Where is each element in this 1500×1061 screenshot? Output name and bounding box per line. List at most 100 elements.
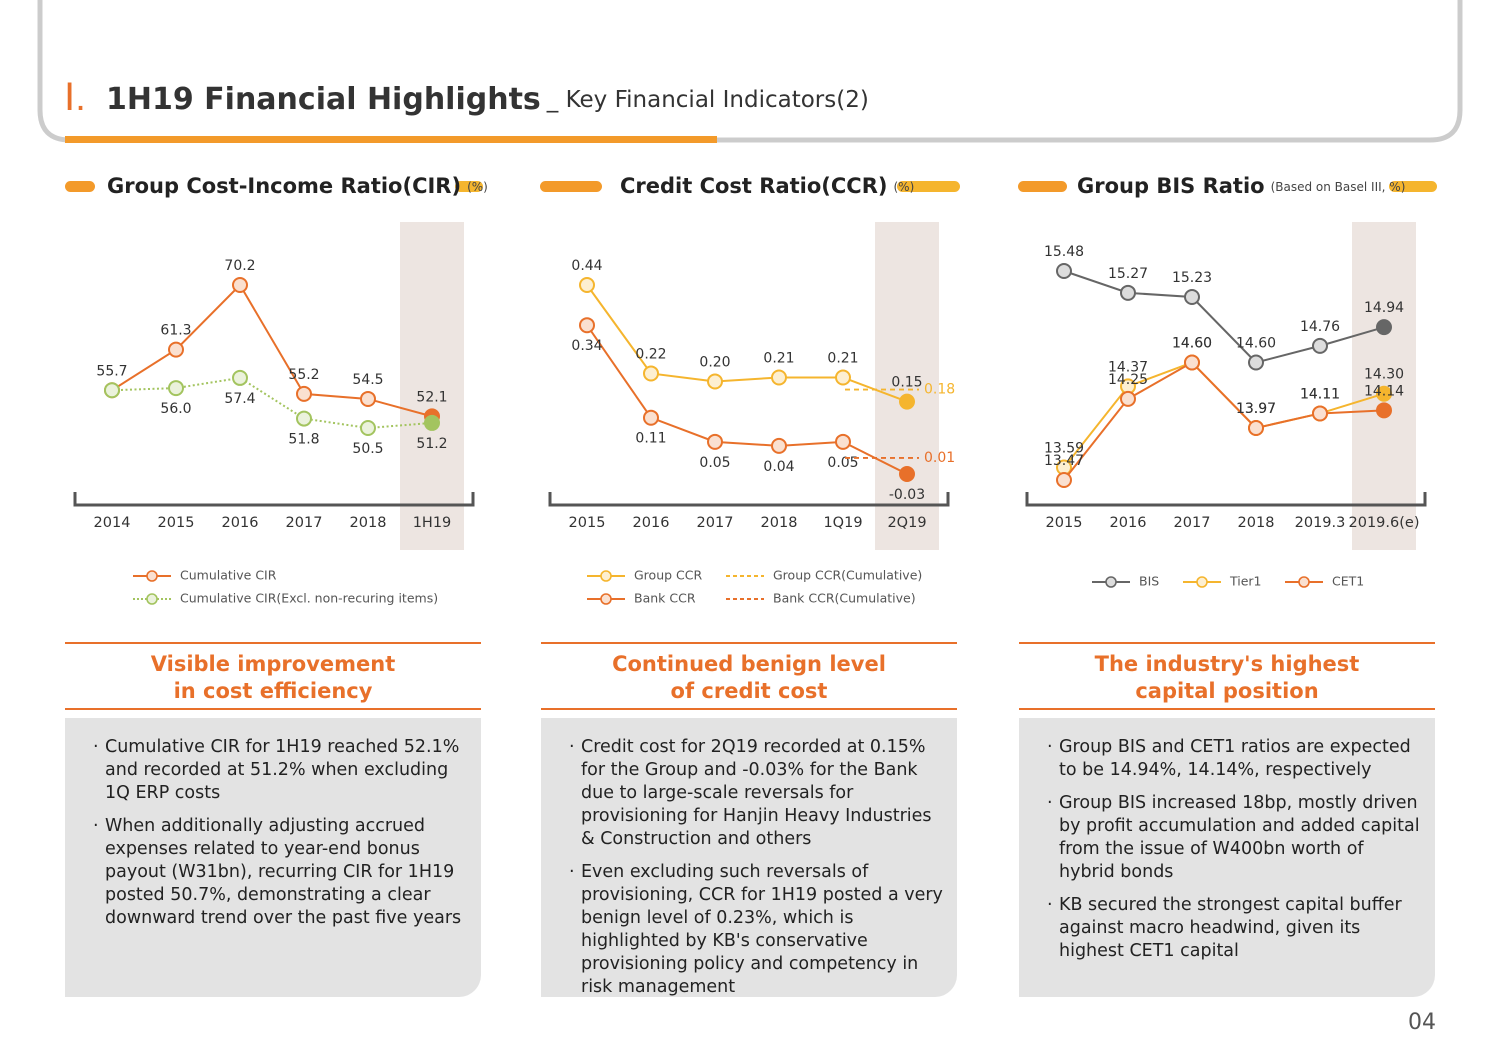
header-accent <box>65 136 717 143</box>
legend-label: Cumulative CIR(Excl. non-recuring items) <box>180 591 438 606</box>
x-tick-label: 2017 <box>697 515 734 531</box>
x-tick-label: 2019.6(e) <box>1349 515 1420 531</box>
section-number: Ⅰ. <box>64 77 86 119</box>
x-tick-label: 2014 <box>94 515 131 531</box>
bullet: Cumulative CIR for 1H19 reached 52.1% an… <box>93 736 467 805</box>
data-point <box>771 437 787 454</box>
data-point <box>643 365 659 382</box>
data-label: 0.21 <box>827 350 858 366</box>
headline-line: in cost efficiency <box>173 679 373 703</box>
data-point <box>707 373 723 390</box>
data-label: 55.2 <box>288 367 319 383</box>
axis-bracket <box>548 492 950 507</box>
bullet: Group BIS increased 18bp, mostly driven … <box>1047 792 1421 884</box>
x-tick-label: 2015 <box>569 515 606 531</box>
data-label: 55.7 <box>96 363 127 379</box>
headline: Visible improvement in cost efficiency <box>65 642 481 710</box>
bullet-box: Cumulative CIR for 1H19 reached 52.1% an… <box>65 718 481 997</box>
data-label: 61.3 <box>160 323 191 339</box>
x-tick-label: 1Q19 <box>823 515 862 531</box>
header-title: 1H19 Financial Highlights _ Key Financial… <box>106 82 869 117</box>
data-point <box>1120 390 1136 407</box>
data-point <box>1120 284 1136 301</box>
data-label: 14.30 <box>1364 367 1404 383</box>
series-line <box>111 376 433 430</box>
chart-unit: (Based on Basel III, %) <box>1271 180 1406 194</box>
data-point <box>168 380 184 397</box>
data-label: 14.60 <box>1236 336 1276 352</box>
x-tick-label: 2015 <box>158 515 195 531</box>
data-label: 14.25 <box>1108 372 1148 388</box>
x-tick-label: 2016 <box>222 515 259 531</box>
data-label: 0.15 <box>891 375 922 391</box>
bullet: Credit cost for 2Q19 recorded at 0.15% f… <box>569 736 943 851</box>
data-point <box>1184 288 1200 305</box>
x-tick-label: 2018 <box>1238 515 1275 531</box>
data-label: 51.8 <box>288 432 319 448</box>
data-point <box>232 369 248 386</box>
highlight-band <box>400 222 464 550</box>
data-point <box>643 409 659 426</box>
legend-label: Bank CCR(Cumulative) <box>773 591 916 606</box>
data-point <box>899 466 915 482</box>
x-tick-label: 2018 <box>350 515 387 531</box>
data-point <box>835 369 851 386</box>
bullet-box: Group BIS and CET1 ratios are expected t… <box>1019 718 1435 997</box>
highlight-band <box>875 222 939 550</box>
data-point <box>104 382 120 399</box>
data-label: 15.27 <box>1108 266 1148 282</box>
legend-label: Cumulative CIR <box>180 568 277 583</box>
title-pill <box>897 181 960 192</box>
legend-label: Tier1 <box>1229 574 1262 589</box>
data-label: 0.20 <box>699 355 730 371</box>
data-point <box>296 385 312 402</box>
series-line <box>1063 270 1385 364</box>
data-point <box>1376 319 1392 336</box>
data-point <box>232 277 248 293</box>
chart: Group BIS Ratio (Based on Basel III, %) 20… <box>1018 174 1437 589</box>
legend-marker <box>1105 576 1117 588</box>
data-point <box>1376 385 1392 402</box>
data-label: 14.11 <box>1300 386 1340 402</box>
headline: The industry's highest capital position <box>1019 642 1435 710</box>
headline: Continued benign level of credit cost <box>541 642 957 710</box>
headline-line: capital position <box>1135 679 1319 703</box>
x-tick-label: 2015 <box>1046 515 1083 531</box>
legend-marker <box>146 593 158 605</box>
data-label: 13.59 <box>1044 441 1084 457</box>
x-tick-label: 2019.3 <box>1295 515 1346 531</box>
header-frame <box>37 0 1463 143</box>
headline-line: of credit cost <box>670 679 828 703</box>
series-line <box>586 324 908 475</box>
data-label: 14.76 <box>1300 319 1340 335</box>
data-label: 0.18 <box>924 382 955 398</box>
legend-marker <box>146 570 158 582</box>
x-tick-label: 2Q19 <box>887 515 926 531</box>
series-line <box>1063 361 1385 481</box>
chart-title: Group BIS Ratio (Based on Basel III, %) <box>1077 174 1405 198</box>
data-label: 13.97 <box>1236 401 1276 417</box>
chart: Group Cost-Income Ratio(CIR) (%) 2014 2015 2… <box>65 174 488 606</box>
data-point <box>360 390 376 407</box>
data-label: 14.94 <box>1364 300 1404 316</box>
chart: Credit Cost Ratio(CCR) (%) 2015 2016 2017 201… <box>540 174 960 606</box>
x-tick-label: 2018 <box>761 515 798 531</box>
axis-bracket <box>73 492 475 507</box>
chart-title-text: Credit Cost Ratio(CCR) <box>620 174 887 198</box>
headline-line: Visible improvement <box>150 652 396 676</box>
chart-title: Group Cost-Income Ratio(CIR) (%) <box>107 174 488 198</box>
data-label: 0.21 <box>763 350 794 366</box>
title-pill <box>1018 181 1067 192</box>
legend-marker <box>600 570 612 582</box>
title: 1H19 Financial Highlights <box>106 82 541 117</box>
chart-title-text: Group BIS Ratio <box>1077 174 1265 198</box>
data-point <box>899 393 915 410</box>
series-line <box>586 284 908 403</box>
data-point <box>771 369 787 386</box>
data-label: 14.60 <box>1172 336 1212 352</box>
subtitle: _ Key Financial Indicators(2) <box>546 87 869 113</box>
data-point <box>168 341 184 358</box>
data-label: 14.14 <box>1364 383 1404 399</box>
data-label: 54.5 <box>352 372 383 388</box>
data-label: 57.4 <box>224 391 255 407</box>
